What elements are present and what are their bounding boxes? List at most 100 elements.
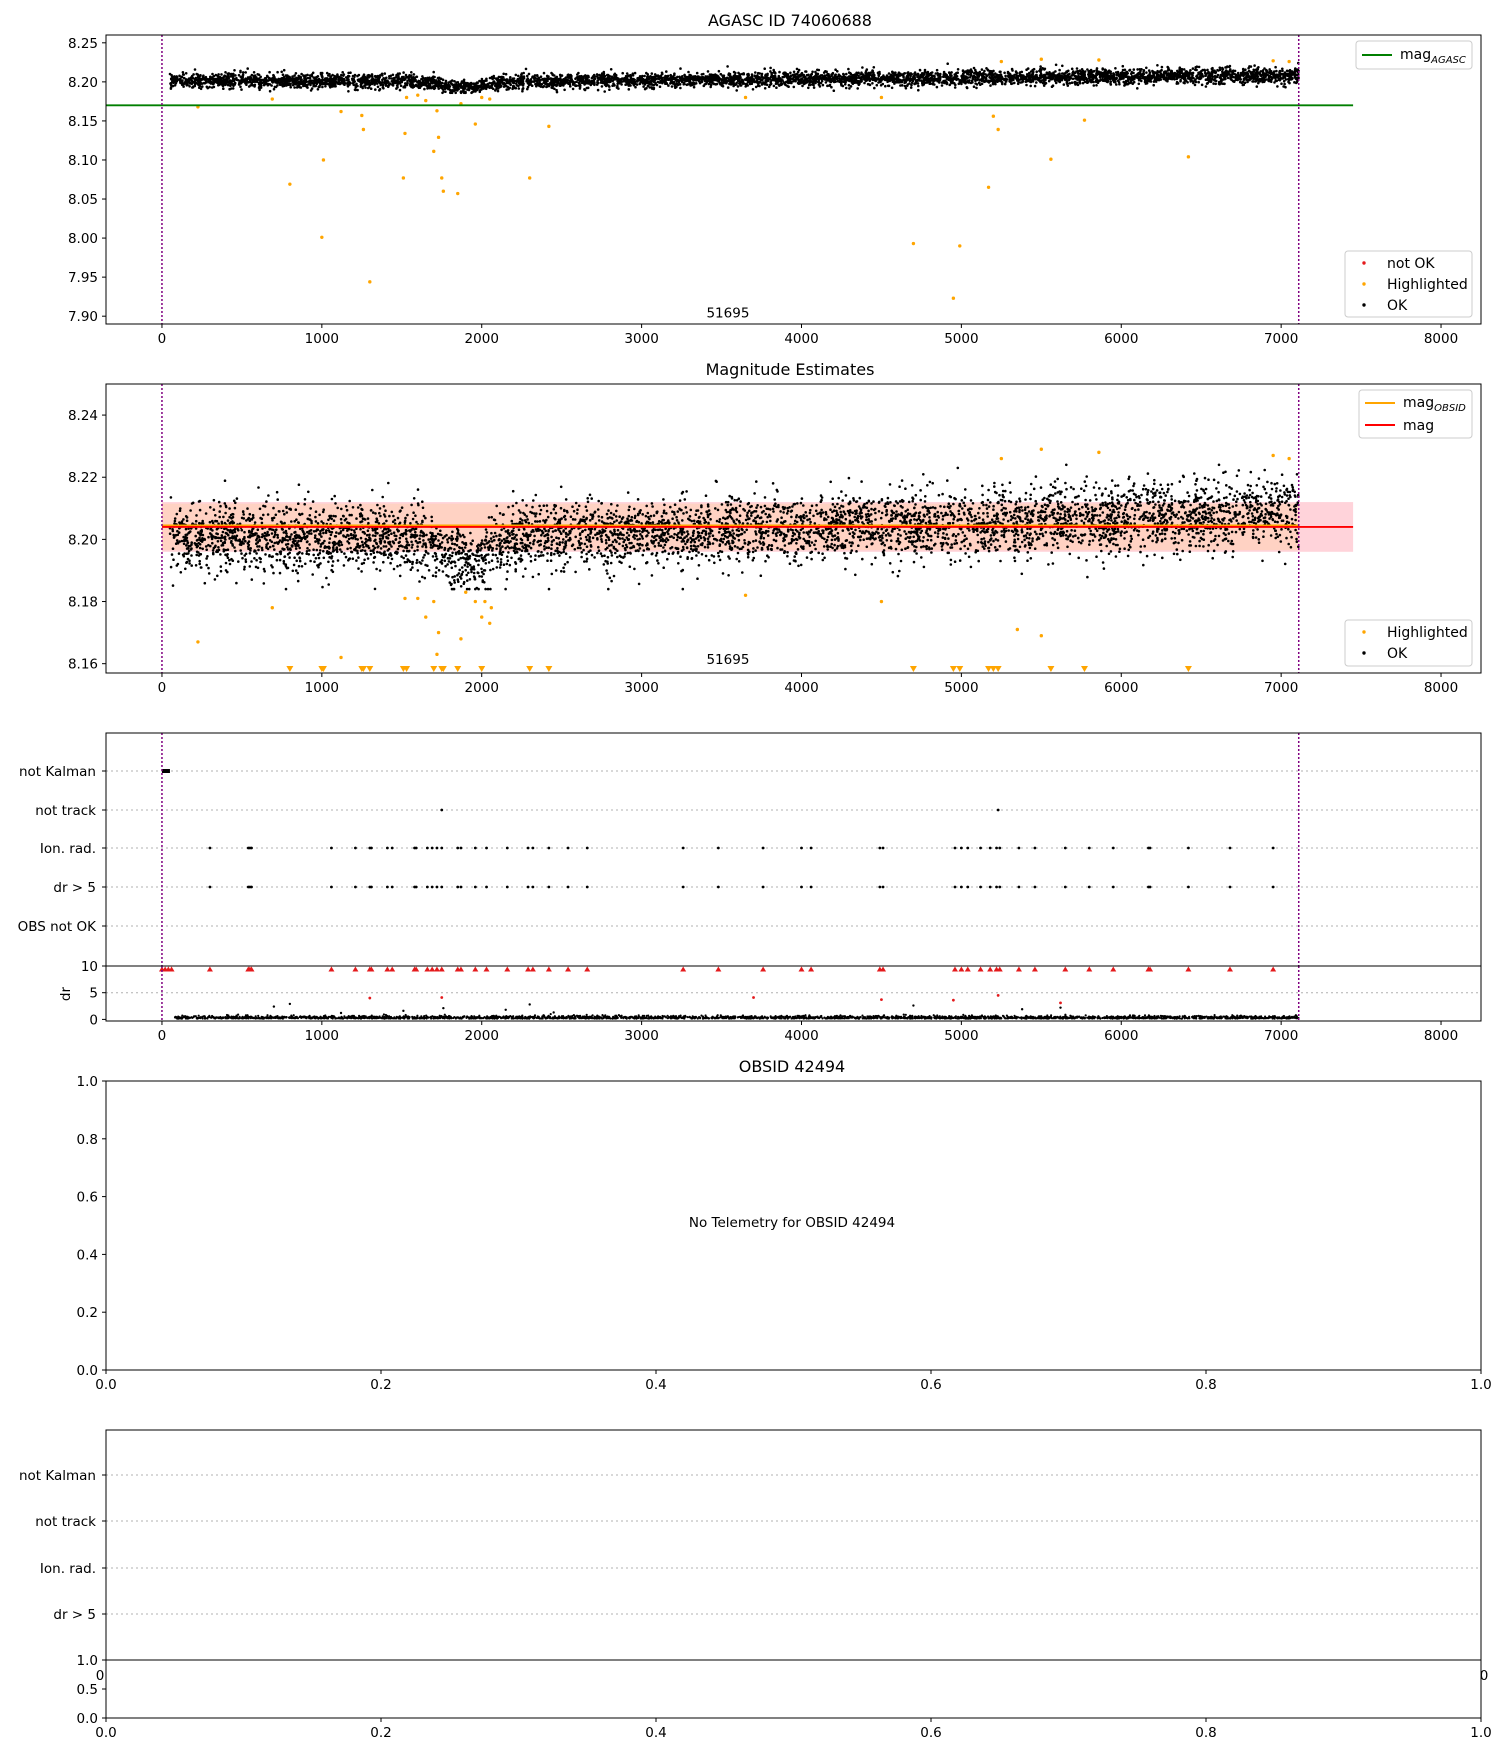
y-tick-label: 8.10	[68, 153, 98, 169]
panel-obsid: OBSID 42494 0.0 0.2 0.4 0.6 0.8 1.0 0.0 0.2 0.4…	[77, 1057, 1492, 1393]
highlighted-point	[488, 621, 492, 625]
ion-rad-mark	[800, 846, 803, 850]
legend-lines-mag-estimates: magOBSID mag	[1358, 389, 1473, 439]
highlighted-point	[1271, 59, 1275, 63]
highlighted-point	[416, 93, 420, 97]
ion-rad-mark	[485, 846, 488, 850]
highlighted-point	[403, 596, 407, 601]
plot-area-flags-1	[106, 733, 1481, 966]
ion-rad-mark	[1033, 846, 1037, 850]
dr-ok-points	[173, 1012, 1300, 1020]
highlighted-clipped-marker	[1184, 666, 1192, 672]
dr-gt5-mark	[456, 885, 460, 889]
x-tick-label: 8000	[1424, 331, 1458, 347]
highlighted-point	[435, 652, 439, 657]
not-track-mark	[440, 808, 444, 812]
dr-clipped-marker	[248, 966, 255, 972]
dr-clipped-marker	[413, 966, 420, 972]
dr-gt5-mark	[800, 885, 803, 889]
svg-text:magAGASC: magAGASC	[1400, 47, 1466, 66]
legend-marker-highlighted-2	[1362, 630, 1366, 634]
dr-clipped-marker	[565, 966, 572, 972]
highlighted-point	[403, 131, 407, 136]
highlighted-point	[270, 606, 274, 610]
panel-dr-2: 0.0 0.2 0.4 0.6 0.8 1.0 0.0 0.5 1.0	[77, 1653, 1492, 1741]
dr-spike-point	[339, 1011, 343, 1015]
dr-clipped-marker	[977, 966, 984, 972]
highlighted-point	[424, 98, 428, 103]
legend-marker-highlighted	[1362, 282, 1366, 286]
highlighted-clipped-marker	[545, 666, 553, 672]
legend-ok: OK	[1387, 298, 1408, 314]
plot-area-dr-1	[106, 966, 1481, 1021]
annotation-mag-history: 51695	[706, 305, 749, 321]
x-ticks-dr-1: 0 1000 2000 3000 4000 5000 6000 7000 8000	[158, 1021, 1458, 1044]
ion-rad-mark	[354, 846, 357, 850]
ion-rad-mark	[998, 846, 1002, 850]
y-category-label: dr > 5	[53, 880, 96, 896]
x-tick-label: 0.0	[95, 1725, 116, 1741]
plot-area-mag-estimates	[161, 384, 1354, 673]
highlighted-clipped-marker	[319, 666, 327, 672]
y-tick-label: 8.25	[68, 36, 98, 52]
highlighted-point	[416, 596, 420, 601]
y-tick-label: 0.4	[77, 1247, 98, 1263]
highlighted-clipped-marker	[989, 666, 997, 672]
ion-rad-mark	[440, 846, 444, 850]
dr-clipped-marker	[504, 966, 511, 972]
y-ticks-dr-1: 0 5 10	[81, 959, 106, 1028]
highlighted-point	[441, 189, 446, 193]
highlighted-point	[1039, 634, 1044, 638]
dr-clipped-marker	[168, 966, 175, 972]
ion-rad-mark	[988, 846, 992, 850]
highlighted-point	[424, 615, 428, 619]
highlighted-point	[951, 296, 956, 300]
dr-spike-point	[528, 1003, 531, 1006]
dr-gt5-mark	[390, 885, 394, 889]
dr-clipped-marker	[368, 966, 375, 972]
dr-clipped-marker	[1226, 966, 1233, 972]
x-tick-label: 7000	[1264, 1028, 1298, 1044]
dr-clipped-marker	[389, 966, 396, 972]
y-tick-label: 0.5	[77, 1682, 98, 1698]
x-tick-label: 8000	[1424, 1028, 1458, 1044]
dr-spike-point	[288, 1002, 292, 1006]
not-track-mark	[996, 808, 1000, 812]
ion-rad-mark	[330, 846, 333, 850]
highlighted-point	[196, 640, 200, 644]
ion-rad-mark	[208, 846, 212, 850]
dr-gt5-mark	[966, 885, 970, 889]
highlighted-point	[1015, 627, 1020, 632]
y-tick-label: 0.0	[77, 1711, 98, 1727]
x-tick-label: 0.6	[920, 1725, 941, 1741]
x-ticks-dr-2: 0.0 0.2 0.4 0.6 0.8 1.0	[95, 1718, 1492, 1741]
y-category-label: OBS not OK	[18, 919, 98, 935]
x-ticks-mag-history: 0 1000 2000 3000 4000 5000 6000 7000 8000	[158, 324, 1458, 347]
ion-rad-mark	[250, 846, 253, 850]
highlighted-point	[879, 599, 884, 604]
dr-gt5-mark	[995, 885, 998, 889]
highlighted-point	[1049, 157, 1053, 161]
highlighted-point	[483, 599, 487, 604]
dr-gt5-mark	[1063, 885, 1067, 889]
highlighted-clipped-marker	[478, 666, 486, 672]
highlighted-clipped-marker	[526, 666, 534, 672]
highlighted-point	[456, 191, 460, 196]
dr-gt5-mark	[1148, 885, 1152, 889]
x-tick-label: 0.0	[95, 1377, 116, 1393]
x-tick-label: 0	[158, 331, 167, 347]
x-tick-label: 1.0	[1470, 1725, 1491, 1741]
y-category-label: not track	[35, 803, 96, 819]
ion-rad-mark	[566, 846, 570, 850]
y-tick-label: 7.95	[68, 270, 98, 286]
dr-clipped-marker	[1110, 966, 1117, 972]
highlighted-clipped-marker	[956, 666, 964, 672]
dr-gt5-mark	[1271, 885, 1275, 889]
dr-clipped-marker	[996, 966, 1003, 972]
y-category-label: Ion. rad.	[40, 1561, 96, 1577]
dr-clipped-marker	[352, 966, 359, 972]
dr-gt5-mark	[681, 885, 685, 889]
x-tick-label: 0.4	[645, 1725, 666, 1741]
highlighted-point	[320, 235, 324, 239]
